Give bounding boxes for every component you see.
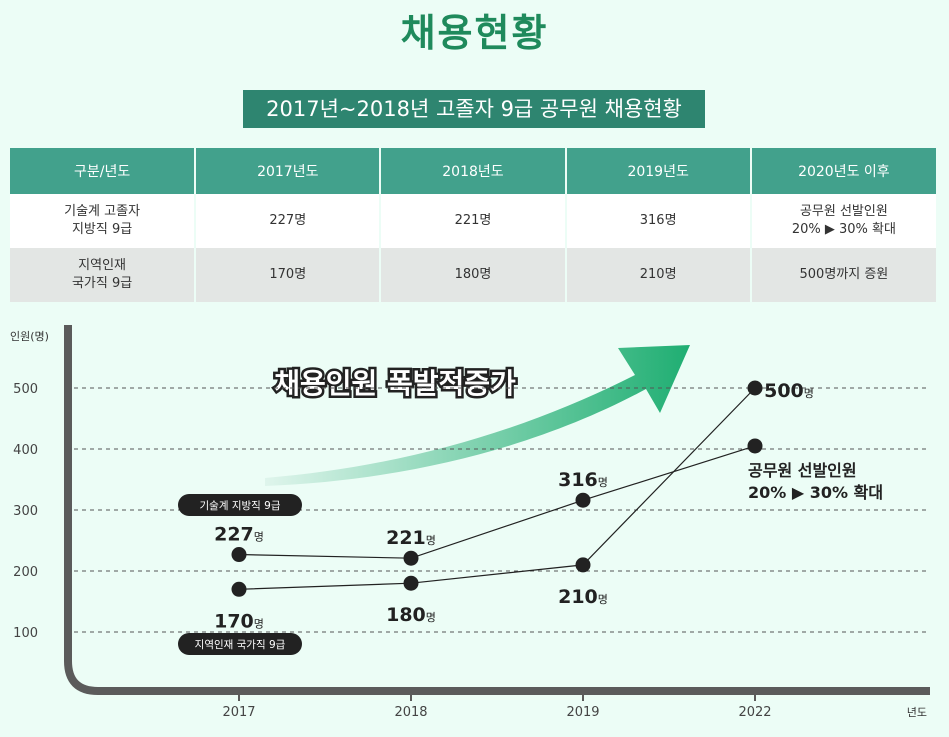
y-tick-label: 100: [13, 626, 38, 641]
table-row: 기술계 고졸자 지방직 9급 227명 221명 316명 공무원 선발인원 2…: [10, 194, 936, 248]
table-cell: 210명: [565, 248, 752, 302]
data-point: [231, 581, 247, 597]
x-tick-label: 2017: [222, 705, 255, 720]
x-tick-label: 2019: [566, 705, 599, 720]
table-cell: 지역인재 국가직 9급: [10, 248, 197, 302]
series-tag: [178, 494, 302, 516]
end-annotation: 공무원 선발인원: [748, 461, 857, 480]
line-chart: 채용인원 폭발적증가 인원(명) 년도 2017 2018 2019 2022 100…: [10, 325, 930, 720]
data-point: [231, 547, 247, 563]
series-line: [238, 387, 756, 590]
table-header-cell: 구분/년도: [10, 148, 197, 194]
data-label: 180명: [386, 604, 436, 626]
table-cell: 기술계 고졸자 지방직 9급: [10, 194, 197, 248]
trend-arrow-label: 채용인원 폭발적증가: [274, 367, 516, 400]
data-label: 210명: [558, 586, 608, 608]
data-label: 316명: [558, 469, 608, 491]
chart-axis: [64, 325, 930, 695]
series-tag-label: 기술계 지방직 9급: [200, 500, 281, 512]
y-tick-label: 400: [13, 443, 38, 458]
series-line: [238, 445, 756, 559]
table-cell: 180명: [380, 248, 567, 302]
data-point: [747, 438, 763, 454]
table-header-cell: 2020년도 이후: [750, 148, 936, 194]
table-cell: 500명까지 증원: [750, 248, 936, 302]
data-label: 227명: [214, 524, 264, 546]
table-header-cell: 2018년도: [380, 148, 567, 194]
data-point: [403, 575, 419, 591]
x-tick-label: 2022: [738, 705, 771, 720]
series-tag: [178, 633, 302, 655]
data-label: 500명: [764, 380, 814, 402]
y-tick-label: 300: [13, 504, 38, 519]
table-cell: 227명: [195, 194, 382, 248]
data-point: [575, 557, 591, 573]
x-axis-label: 년도: [907, 706, 927, 719]
data-point: [403, 550, 419, 566]
table-cell: 공무원 선발인원 20% ▶ 30% 확대: [750, 194, 936, 248]
data-point: [747, 380, 763, 396]
table-cell: 316명: [565, 194, 752, 248]
series-tag-label: 지역인재 국가직 9급: [195, 639, 286, 651]
table-cell: 221명: [380, 194, 567, 248]
x-tick-label: 2018: [394, 705, 427, 720]
table-header-cell: 2019년도: [565, 148, 752, 194]
end-annotation: 20% ▶ 30% 확대: [748, 483, 883, 502]
table-header-cell: 2017년도: [195, 148, 382, 194]
data-point: [575, 492, 591, 508]
y-axis-label: 인원(명): [10, 330, 49, 343]
hiring-table: 구분/년도 2017년도 2018년도 2019년도 2020년도 이후 기술계…: [10, 148, 936, 302]
table-row: 지역인재 국가직 9급 170명 180명 210명 500명까지 증원: [10, 248, 936, 302]
table-cell: 170명: [195, 248, 382, 302]
data-label: 221명: [386, 527, 436, 549]
data-label: 170명: [214, 610, 264, 632]
page-title: 채용현황: [400, 11, 549, 55]
y-tick-label: 200: [13, 565, 38, 580]
trend-arrow-icon: [265, 345, 690, 486]
chart-subtitle: 2017년~2018년 고졸자 9급 공무원 채용현황: [243, 90, 705, 128]
y-tick-label: 500: [13, 382, 38, 397]
table-header-row: 구분/년도 2017년도 2018년도 2019년도 2020년도 이후: [10, 148, 936, 194]
